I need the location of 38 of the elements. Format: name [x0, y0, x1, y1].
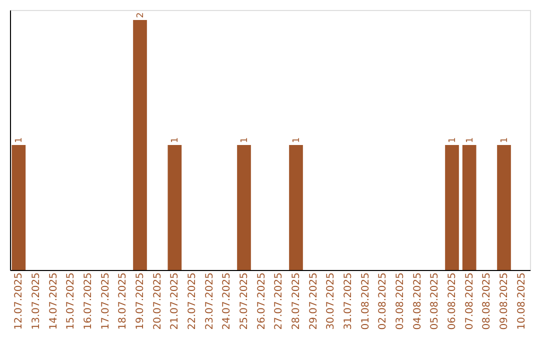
data-label: 1 — [170, 137, 181, 143]
x-tick-label: 06.08.2025 — [447, 272, 458, 330]
x-tick-label: 26.07.2025 — [256, 272, 268, 330]
x-tick-label: 01.08.2025 — [360, 272, 372, 330]
x-tick-label: 03.08.2025 — [395, 272, 406, 330]
x-tick-label: 29.07.2025 — [308, 272, 320, 330]
x-tick-label: 15.07.2025 — [66, 272, 77, 330]
data-label: 1 — [14, 137, 25, 143]
x-tick-label: 21.07.2025 — [170, 272, 181, 330]
data-label: 1 — [240, 137, 250, 143]
data-label: 2 — [136, 12, 146, 18]
x-tick-label: 08.08.2025 — [482, 272, 493, 330]
x-tick-label: 04.08.2025 — [412, 272, 424, 330]
data-label: 1 — [448, 137, 458, 143]
x-tick-label: 12.07.2025 — [14, 272, 25, 330]
x-tick-label: 09.08.2025 — [499, 272, 510, 330]
x-tick-label: 17.07.2025 — [100, 272, 112, 330]
x-tick-label: 20.07.2025 — [152, 272, 164, 330]
x-tick-label: 28.07.2025 — [291, 272, 302, 330]
data-label: 1 — [292, 137, 302, 143]
x-tick-label: 24.07.2025 — [222, 272, 233, 330]
x-tick-label: 13.07.2025 — [31, 272, 42, 330]
data-label: 1 — [500, 137, 510, 143]
x-tick-label: 30.07.2025 — [326, 272, 337, 330]
x-tick-label: 27.07.2025 — [274, 272, 285, 330]
x-tick-label: 02.08.2025 — [378, 272, 389, 330]
x-tick-label: 05.08.2025 — [430, 272, 441, 330]
x-tick-label: 10.08.2025 — [516, 272, 528, 330]
data-label: 1 — [465, 137, 476, 143]
x-tick-label: 18.07.2025 — [118, 272, 129, 330]
x-tick-label: 31.07.2025 — [343, 272, 354, 330]
x-tick-label: 25.07.2025 — [239, 272, 250, 330]
x-tick-label: 23.07.2025 — [204, 272, 216, 330]
x-tick-label: 07.08.2025 — [464, 272, 476, 330]
x-tick-label: 14.07.2025 — [48, 272, 60, 330]
x-tick-label: 22.07.2025 — [187, 272, 198, 330]
x-tick-label: 16.07.2025 — [83, 272, 94, 330]
x-tick-label: 19.07.2025 — [135, 272, 146, 330]
